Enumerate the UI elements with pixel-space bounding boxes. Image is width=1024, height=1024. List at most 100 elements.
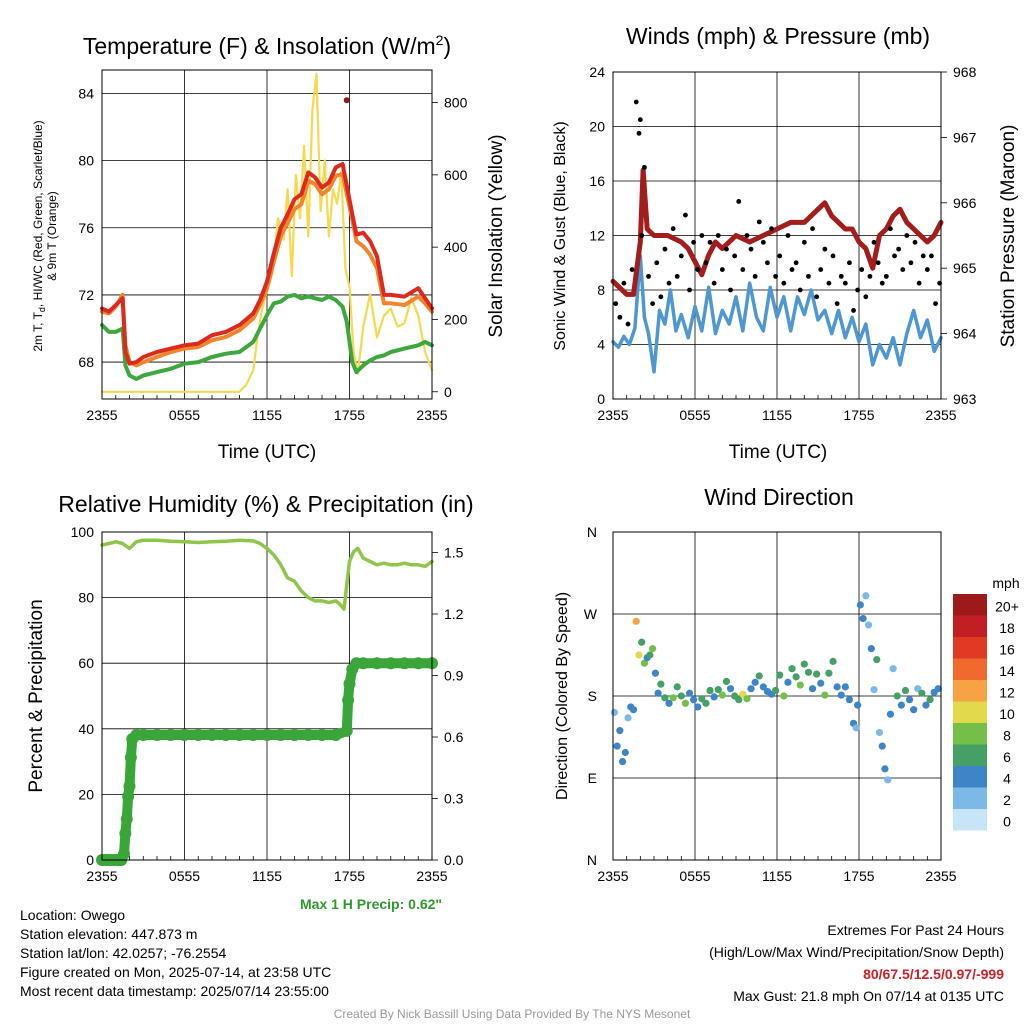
wind-ytick-label: 24: [589, 64, 605, 80]
precip-point: [288, 728, 301, 741]
direction-point: [772, 686, 780, 695]
direction-point: [657, 680, 665, 688]
gust-point: [707, 239, 713, 245]
rh-ytick-label: 40: [78, 721, 94, 737]
gust-point: [859, 267, 865, 272]
direction-point: [922, 701, 930, 709]
precip-point: [412, 657, 425, 670]
gust-point: [900, 267, 906, 272]
direction-point: [792, 673, 800, 681]
direction-point: [926, 696, 934, 704]
direction-point: [629, 706, 638, 714]
direction-point: [718, 691, 726, 699]
wind-y2tick-label: 965: [953, 260, 977, 276]
direction-point: [776, 671, 784, 679]
direction-point: [905, 696, 914, 704]
temp-title-sup: 2: [436, 32, 444, 48]
colorbar-label: 14: [999, 663, 1015, 679]
direction-point: [649, 645, 657, 653]
gust-point: [912, 239, 918, 245]
direction-point: [821, 691, 829, 699]
temp-ylabel-left-sub: d: [37, 307, 47, 312]
direction-point: [616, 727, 624, 735]
extremes-info: Extremes For Past 24 Hours (High/Low/Max…: [709, 919, 1004, 1007]
direction-point: [845, 696, 854, 704]
gust-point: [650, 301, 656, 307]
dir-xtick-label: 1155: [762, 868, 792, 884]
rh-ylabel-left: Percent & Precipitation: [26, 599, 47, 792]
gust-point: [670, 226, 676, 232]
gust-point: [834, 301, 840, 307]
direction-point: [867, 645, 875, 653]
gust-point: [636, 130, 642, 136]
gust-point: [687, 287, 692, 293]
wind-frame: [612, 71, 942, 400]
rh-xtick-label: 2355: [416, 868, 447, 884]
direction-point: [884, 776, 892, 784]
colorbar-label: 2: [1003, 792, 1011, 808]
temp-ylabel-right: Solar Insolation (Yellow): [486, 134, 507, 337]
gust-point: [621, 280, 627, 286]
dir-ytick-label: E: [588, 770, 597, 786]
precip-point: [247, 728, 260, 741]
gust-point: [801, 239, 807, 245]
rh-ytick-label: 80: [78, 590, 94, 606]
rh-panel-title: Relative Humidity (%) & Precipitation (i…: [58, 491, 473, 517]
temp-xlabel: Time (UTC): [218, 442, 317, 463]
gust-point: [629, 267, 635, 272]
temp-xtick-label: 2355: [416, 407, 447, 423]
gust-point: [851, 308, 856, 313]
colorbar-box: [953, 723, 987, 745]
wind-ytick-label: 4: [597, 337, 605, 353]
gust-point: [904, 233, 910, 238]
gust-point: [896, 246, 902, 252]
temp-title-main: Temperature (F) & Insolation (W/m: [83, 33, 436, 59]
direction-point: [859, 614, 867, 623]
rh-ytick-label: 100: [71, 524, 95, 540]
gust-point: [642, 164, 647, 170]
temp-y2tick-label: 600: [444, 167, 468, 183]
gust-point: [691, 239, 697, 245]
gust-point: [875, 260, 881, 266]
precip-point: [233, 728, 246, 741]
direction-point: [825, 669, 833, 677]
rh-line: [100, 538, 434, 611]
temp-xtick-label: 0555: [169, 407, 200, 423]
wind-y2tick-label: 968: [953, 64, 977, 80]
gust-point: [888, 226, 893, 232]
direction-point: [856, 601, 864, 609]
colorbar-title: mph: [992, 575, 1019, 591]
gust-point: [883, 273, 889, 279]
gust-point: [736, 199, 742, 204]
colorbar-box: [953, 701, 987, 723]
temp-title-end: ): [443, 33, 451, 59]
rh-y2tick-label: 1.2: [444, 606, 464, 622]
direction-point: [918, 689, 926, 697]
precip-point: [118, 847, 130, 860]
direction-point: [726, 685, 735, 693]
gust-point: [785, 233, 791, 238]
direction-point: [755, 672, 763, 680]
rh-plot: 2355 0555 1155 1755 23550204060801000.00.30.…: [71, 524, 464, 884]
precip-point: [164, 728, 177, 741]
gust-point: [855, 287, 861, 293]
temp-y2tick-label: 0: [444, 384, 452, 400]
gust-point: [933, 301, 938, 307]
precip-point: [342, 694, 355, 707]
direction-point: [878, 742, 886, 750]
temp-series-line: [100, 172, 434, 368]
gust-point: [666, 280, 672, 286]
gust-point: [908, 260, 914, 266]
temp-ylabel-left-part2: , HI/WC (Red, Green, Scarlet/Blue): [31, 120, 45, 307]
direction-point: [714, 686, 722, 694]
precip-point: [219, 728, 232, 741]
extremes-subtitle: (High/Low/Max Wind/Precipitation/Snow De…: [709, 944, 1004, 960]
dir-frame: [612, 531, 942, 861]
wind-speed-line: [611, 254, 943, 374]
rh-frame: [101, 531, 433, 861]
precip-point: [178, 728, 191, 741]
precip-point: [343, 677, 356, 690]
gust-point: [810, 226, 815, 232]
direction-point: [837, 691, 845, 699]
direction-point: [817, 679, 825, 687]
